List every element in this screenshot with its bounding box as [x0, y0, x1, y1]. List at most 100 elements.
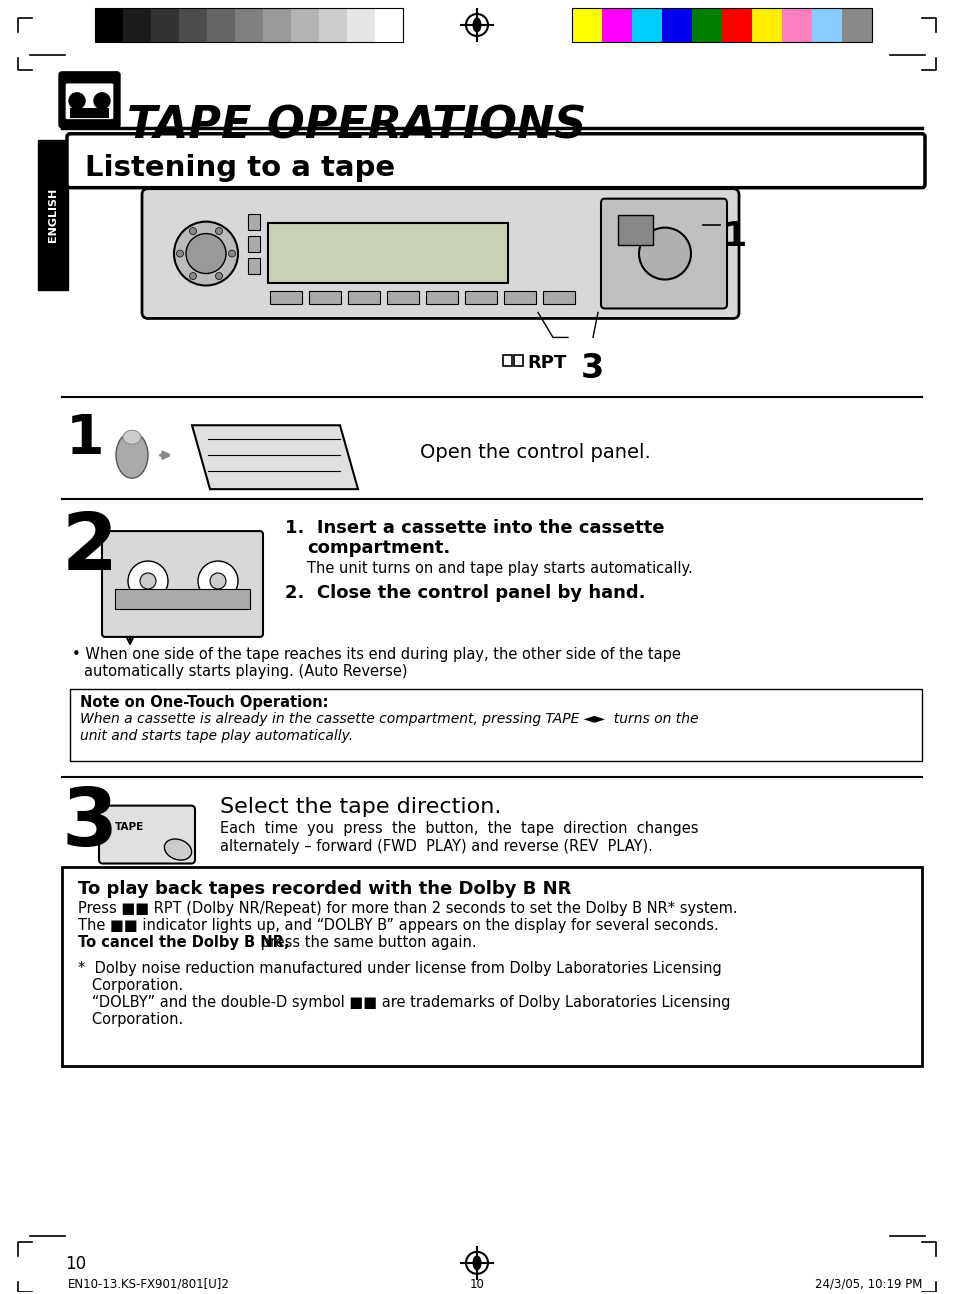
- Text: Open the control panel.: Open the control panel.: [419, 443, 650, 462]
- Bar: [426, 290, 457, 304]
- Text: Listening to a tape: Listening to a tape: [85, 154, 395, 181]
- Bar: [661, 8, 691, 41]
- Bar: [631, 8, 661, 41]
- Bar: [572, 8, 871, 41]
- Text: 3: 3: [62, 784, 118, 863]
- Bar: [115, 589, 250, 609]
- Text: Corporation.: Corporation.: [78, 1012, 183, 1027]
- Bar: [348, 290, 379, 304]
- Circle shape: [229, 250, 235, 258]
- Bar: [270, 290, 302, 304]
- Bar: [751, 8, 781, 41]
- Text: • When one side of the tape reaches its end during play, the other side of the t: • When one side of the tape reaches its …: [71, 647, 680, 663]
- Bar: [263, 8, 291, 41]
- Text: 1: 1: [66, 413, 105, 466]
- Text: Note on One-Touch Operation:: Note on One-Touch Operation:: [80, 695, 328, 710]
- Text: automatically starts playing. (Auto Reverse): automatically starts playing. (Auto Reve…: [84, 664, 407, 679]
- Bar: [318, 8, 347, 41]
- Circle shape: [210, 573, 226, 589]
- Bar: [601, 8, 631, 41]
- Text: “DOLBY” and the double-D symbol ■■ are trademarks of Dolby Laboratories Licensin: “DOLBY” and the double-D symbol ■■ are t…: [78, 995, 730, 1011]
- Text: 2: 2: [62, 509, 118, 587]
- Bar: [70, 688, 921, 761]
- Polygon shape: [192, 426, 357, 489]
- Text: 3: 3: [580, 352, 603, 386]
- Bar: [464, 290, 497, 304]
- Bar: [811, 8, 841, 41]
- FancyBboxPatch shape: [66, 84, 112, 119]
- Text: *  Dolby noise reduction manufactured under license from Dolby Laboratories Lice: * Dolby noise reduction manufactured und…: [78, 961, 721, 977]
- Text: compartment.: compartment.: [307, 540, 450, 558]
- Bar: [618, 215, 652, 245]
- Text: 1: 1: [722, 220, 745, 252]
- Circle shape: [198, 562, 237, 600]
- Bar: [70, 107, 109, 118]
- Text: TAPE OPERATIONS: TAPE OPERATIONS: [127, 105, 586, 148]
- Bar: [347, 8, 375, 41]
- Bar: [514, 356, 522, 366]
- Text: 2.  Close the control panel by hand.: 2. Close the control panel by hand.: [285, 584, 645, 602]
- Text: To cancel the Dolby B NR,: To cancel the Dolby B NR,: [78, 936, 290, 950]
- Text: 10: 10: [469, 1277, 484, 1291]
- Bar: [781, 8, 811, 41]
- Text: ENGLISH: ENGLISH: [48, 188, 58, 242]
- Bar: [95, 8, 402, 41]
- Bar: [123, 8, 151, 41]
- Bar: [151, 8, 179, 41]
- Text: press the same button again.: press the same button again.: [255, 936, 476, 950]
- Circle shape: [186, 234, 226, 273]
- Bar: [38, 140, 68, 290]
- Text: Corporation.: Corporation.: [78, 978, 183, 994]
- Circle shape: [128, 562, 168, 600]
- Bar: [207, 8, 234, 41]
- FancyBboxPatch shape: [67, 133, 924, 188]
- Circle shape: [639, 228, 690, 280]
- Bar: [375, 8, 402, 41]
- Text: TAPE: TAPE: [115, 822, 145, 832]
- Text: 10: 10: [65, 1255, 86, 1273]
- Text: EN10-13.KS-FX901/801[U]2: EN10-13.KS-FX901/801[U]2: [68, 1277, 230, 1291]
- Bar: [841, 8, 871, 41]
- Text: To play back tapes recorded with the Dolby B NR: To play back tapes recorded with the Dol…: [78, 880, 571, 898]
- Circle shape: [190, 273, 196, 280]
- Bar: [387, 290, 418, 304]
- Circle shape: [176, 250, 183, 258]
- Text: 24/3/05, 10:19 PM: 24/3/05, 10:19 PM: [814, 1277, 921, 1291]
- FancyBboxPatch shape: [600, 199, 726, 308]
- Ellipse shape: [116, 432, 148, 479]
- Text: alternately – forward (FWD  PLAY) and reverse (REV  PLAY).: alternately – forward (FWD PLAY) and rev…: [220, 839, 652, 854]
- Bar: [248, 236, 260, 251]
- Bar: [542, 290, 575, 304]
- Ellipse shape: [164, 839, 192, 861]
- Bar: [309, 290, 340, 304]
- Text: unit and starts tape play automatically.: unit and starts tape play automatically.: [80, 729, 353, 743]
- Text: 1.  Insert a cassette into the cassette: 1. Insert a cassette into the cassette: [285, 519, 664, 537]
- Text: When a cassette is already in the cassette compartment, pressing TAPE ◄►  turns : When a cassette is already in the casset…: [80, 712, 698, 726]
- FancyBboxPatch shape: [59, 72, 120, 128]
- Text: Select the tape direction.: Select the tape direction.: [220, 797, 501, 817]
- Circle shape: [173, 221, 237, 286]
- Circle shape: [190, 228, 196, 234]
- Bar: [291, 8, 318, 41]
- Ellipse shape: [123, 431, 141, 444]
- Bar: [179, 8, 207, 41]
- Bar: [721, 8, 751, 41]
- Ellipse shape: [472, 1255, 481, 1271]
- Text: RPT: RPT: [526, 355, 566, 373]
- Circle shape: [69, 93, 85, 109]
- Bar: [572, 8, 601, 41]
- Bar: [248, 214, 260, 229]
- Circle shape: [215, 228, 222, 234]
- FancyBboxPatch shape: [102, 531, 263, 637]
- Circle shape: [215, 273, 222, 280]
- Bar: [234, 8, 263, 41]
- Bar: [691, 8, 721, 41]
- Circle shape: [140, 573, 156, 589]
- Bar: [502, 356, 512, 366]
- Text: Press ■■ RPT (Dolby NR/Repeat) for more than 2 seconds to set the Dolby B NR* sy: Press ■■ RPT (Dolby NR/Repeat) for more …: [78, 902, 737, 916]
- FancyBboxPatch shape: [99, 806, 194, 863]
- Ellipse shape: [472, 18, 481, 32]
- Bar: [62, 867, 921, 1066]
- Bar: [95, 8, 123, 41]
- Text: The unit turns on and tape play starts automatically.: The unit turns on and tape play starts a…: [307, 562, 692, 576]
